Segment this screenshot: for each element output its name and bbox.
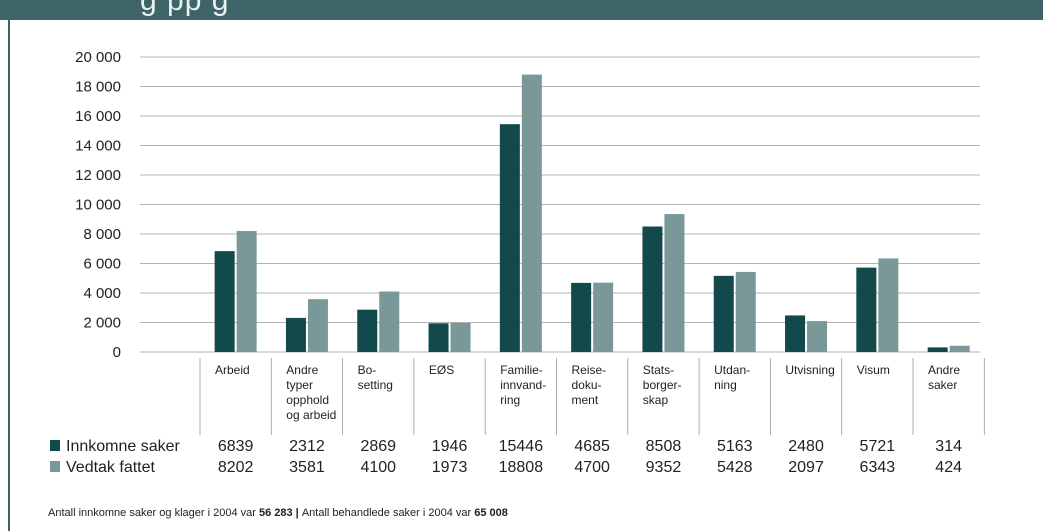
footer-value-1: 56 283 bbox=[258, 507, 293, 519]
y-tick-label: 8 000 bbox=[83, 226, 121, 243]
category-label: Andre saker bbox=[928, 363, 960, 392]
data-value: 2869 bbox=[360, 438, 396, 455]
y-tick-label: 0 bbox=[113, 344, 121, 361]
bar-vedtak bbox=[878, 258, 899, 352]
bar-vedtak bbox=[379, 291, 400, 352]
legend: Innkomne saker Vedtak fattet bbox=[50, 438, 181, 476]
category-label: Bo-setting bbox=[358, 363, 393, 392]
bar-vedtak bbox=[307, 299, 328, 352]
legend-label: Innkomne saker bbox=[66, 438, 181, 455]
value-table: 6839 2312 2869 1946 15446 4685 8508 5163 2480 572… bbox=[218, 438, 962, 476]
legend-swatch bbox=[50, 461, 60, 472]
y-tick-label: 10 000 bbox=[75, 197, 121, 214]
y-tick-label: 6 000 bbox=[83, 256, 121, 273]
category-label: Utvisning bbox=[785, 363, 834, 377]
bar-innkomne bbox=[927, 347, 948, 352]
data-value: 6343 bbox=[860, 459, 896, 476]
footer-text-1: Antall innkomne saker og klager i 2004 v… bbox=[48, 507, 259, 519]
data-value: 4685 bbox=[574, 438, 610, 455]
data-value: 15446 bbox=[499, 438, 544, 455]
bar-vedtak bbox=[807, 321, 828, 352]
footer-separator: | bbox=[292, 507, 302, 519]
y-tick-label: 4 000 bbox=[83, 285, 121, 302]
bar-innkomne bbox=[428, 323, 449, 352]
bar-innkomne bbox=[785, 315, 806, 352]
data-value: 1946 bbox=[432, 438, 468, 455]
data-value: 5721 bbox=[860, 438, 896, 455]
y-tick-label: 2 000 bbox=[83, 315, 121, 332]
footer-note: Antall innkomne saker og klager i 2004 v… bbox=[48, 507, 508, 519]
data-value: 3581 bbox=[289, 459, 325, 476]
data-value: 424 bbox=[935, 459, 962, 476]
header-band: g pp g bbox=[0, 0, 1043, 20]
data-value: 9352 bbox=[646, 459, 682, 476]
data-value: 1973 bbox=[432, 459, 468, 476]
category-label: Reise-doku-ment bbox=[572, 363, 607, 407]
category-label: Arbeid bbox=[215, 363, 250, 377]
y-tick-label: 14 000 bbox=[75, 138, 121, 155]
legend-swatch bbox=[50, 440, 60, 451]
y-tick-label: 18 000 bbox=[75, 79, 121, 96]
bar-innkomne bbox=[357, 309, 378, 352]
category-labels: Arbeid Andre typer opphold og arbeid Bo-setti… bbox=[215, 363, 960, 422]
data-value: 2312 bbox=[289, 438, 325, 455]
bar-vedtak bbox=[450, 322, 471, 352]
bar-vedtak bbox=[664, 214, 685, 352]
category-label: EØS bbox=[429, 363, 454, 377]
data-value: 314 bbox=[935, 438, 962, 455]
bar-innkomne bbox=[285, 317, 306, 352]
footer-value-2: 65 008 bbox=[474, 507, 508, 519]
category-label: Andre typer opphold og arbeid bbox=[286, 363, 336, 422]
y-tick-label: 12 000 bbox=[75, 167, 121, 184]
header-title: g pp g bbox=[140, 0, 230, 17]
bar-innkomne bbox=[713, 275, 734, 352]
data-value: 8508 bbox=[646, 438, 682, 455]
data-value: 4700 bbox=[574, 459, 610, 476]
data-value: 18808 bbox=[499, 459, 544, 476]
data-value: 5428 bbox=[717, 459, 753, 476]
data-value: 2480 bbox=[788, 438, 824, 455]
y-tick-label: 16 000 bbox=[75, 108, 121, 125]
legend-label: Vedtak fattet bbox=[66, 459, 156, 476]
bar-innkomne bbox=[856, 267, 877, 352]
gridlines bbox=[140, 56, 985, 435]
y-tick-label: 20 000 bbox=[75, 49, 121, 66]
category-label: Familie-innvand-ring bbox=[500, 363, 546, 407]
bar-innkomne bbox=[571, 282, 592, 352]
data-value: 6839 bbox=[218, 438, 254, 455]
bar-vedtak bbox=[735, 271, 756, 352]
bar-innkomne bbox=[499, 124, 520, 352]
left-border bbox=[8, 20, 10, 531]
bar-innkomne bbox=[214, 251, 235, 352]
data-value: 8202 bbox=[218, 459, 254, 476]
bar-vedtak bbox=[521, 74, 542, 352]
category-label: Stats-borger-skap bbox=[643, 363, 682, 407]
data-value: 5163 bbox=[717, 438, 753, 455]
bar-vedtak bbox=[236, 231, 257, 352]
bar-innkomne bbox=[642, 226, 663, 352]
data-value: 2097 bbox=[788, 459, 824, 476]
bar-vedtak bbox=[593, 282, 614, 352]
category-label: Utdan-ning bbox=[714, 363, 750, 392]
footer-text-2: Antall behandlede saker i 2004 var bbox=[301, 507, 475, 519]
data-value: 4100 bbox=[360, 459, 396, 476]
bar-vedtak bbox=[949, 345, 970, 352]
y-axis-ticks: 0 2 000 4 000 6 000 8 000 10 000 12 000 14 000 1… bbox=[75, 49, 121, 361]
bars bbox=[214, 74, 970, 352]
category-label: Visum bbox=[857, 363, 890, 377]
